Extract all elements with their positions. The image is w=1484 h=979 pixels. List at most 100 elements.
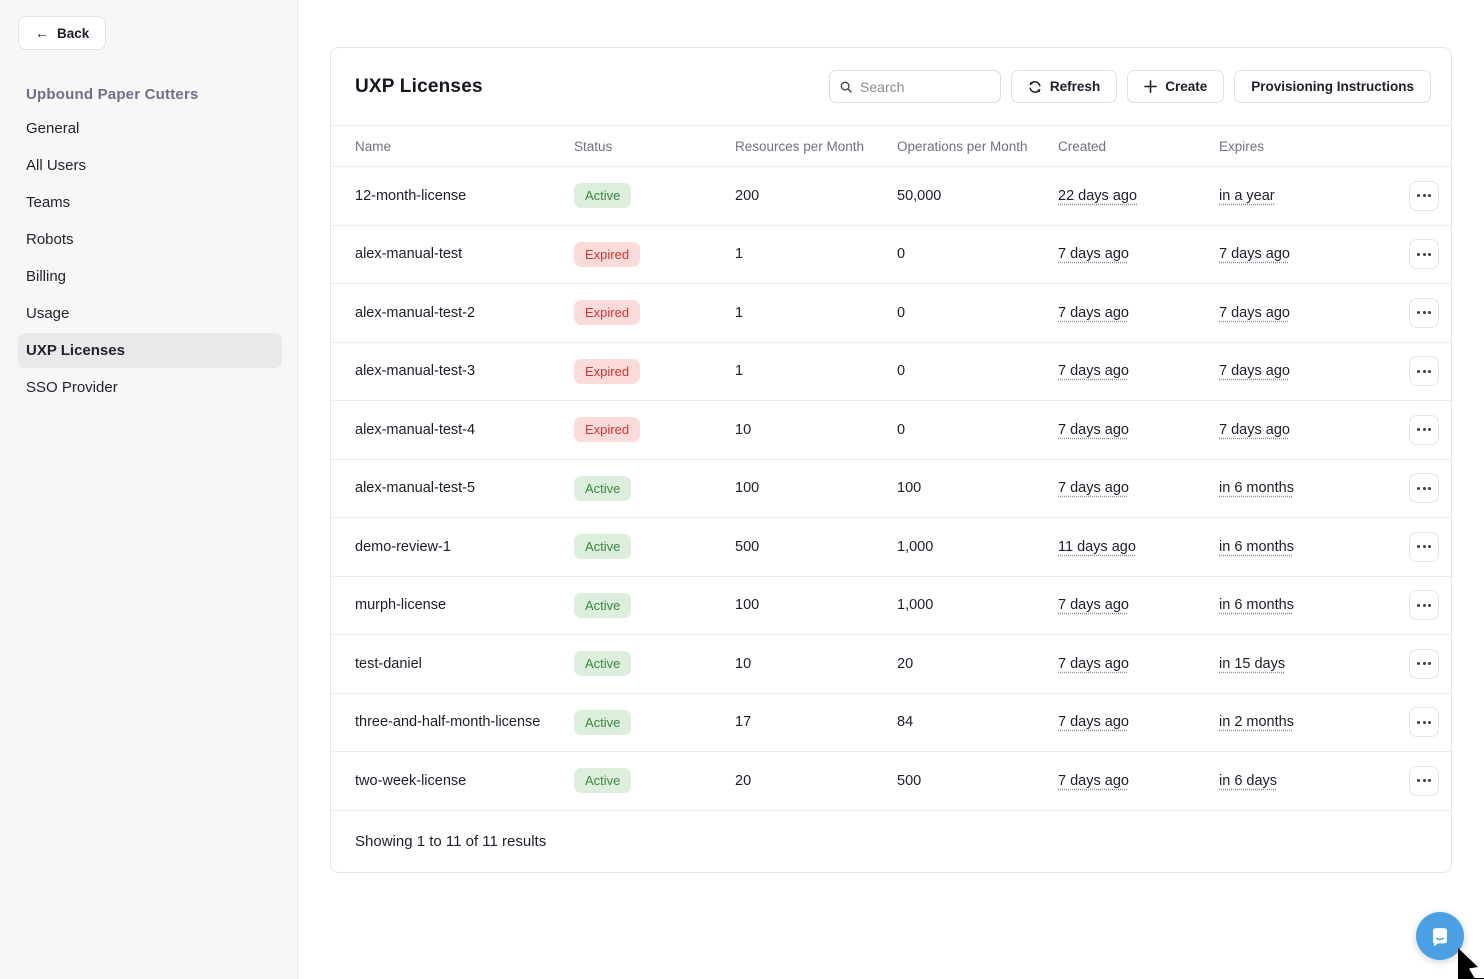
resources-per-month-value: 17 bbox=[735, 714, 752, 731]
created-value: 7 days ago bbox=[1058, 304, 1129, 321]
ellipsis-icon bbox=[1417, 545, 1420, 549]
expires-value: in 6 months bbox=[1219, 538, 1294, 555]
operations-per-month-value: 0 bbox=[897, 246, 906, 263]
refresh-button[interactable]: Refresh bbox=[1010, 70, 1118, 103]
back-button[interactable]: ← Back bbox=[18, 16, 107, 50]
resources-per-month-value: 1 bbox=[735, 363, 744, 380]
search-icon bbox=[840, 81, 852, 93]
license-name: alex-manual-test bbox=[355, 246, 463, 263]
status-badge: Active bbox=[574, 592, 632, 618]
table-row: 12-month-license Active 200 50,000 22 da… bbox=[331, 166, 1451, 225]
ellipsis-icon bbox=[1417, 311, 1420, 315]
operations-per-month-value: 500 bbox=[897, 772, 922, 789]
resources-per-month-value: 200 bbox=[735, 187, 760, 204]
table-row: demo-review-1 Active 500 1,000 11 days a… bbox=[331, 517, 1451, 576]
table-row: alex-manual-test-3 Expired 1 0 7 days ag… bbox=[331, 341, 1451, 401]
created-value: 7 days ago bbox=[1058, 421, 1129, 438]
created-value: 7 days ago bbox=[1058, 480, 1129, 497]
licenses-table: Name Status Resources per Month Operatio… bbox=[331, 125, 1451, 872]
status-badge: Active bbox=[574, 534, 632, 560]
expires-value: in 15 days bbox=[1219, 655, 1286, 672]
expires-value: 7 days ago bbox=[1219, 363, 1290, 380]
license-name: murph-license bbox=[355, 597, 447, 614]
ellipsis-icon bbox=[1417, 428, 1420, 432]
ellipsis-icon bbox=[1417, 779, 1420, 783]
row-actions-button[interactable] bbox=[1409, 590, 1439, 621]
row-actions-button[interactable] bbox=[1409, 297, 1439, 328]
table-row: alex-manual-test Expired 1 0 7 days ago … bbox=[331, 224, 1451, 284]
operations-per-month-value: 84 bbox=[897, 714, 914, 731]
license-name: three-and-half-month-license bbox=[355, 714, 541, 731]
back-button-label: Back bbox=[57, 25, 90, 41]
row-actions-button[interactable] bbox=[1409, 180, 1439, 211]
license-name: alex-manual-test-5 bbox=[355, 480, 476, 497]
sidebar-item-general[interactable]: General bbox=[26, 120, 80, 137]
row-actions-button[interactable] bbox=[1409, 356, 1439, 387]
row-actions-button[interactable] bbox=[1409, 473, 1439, 504]
chat-launcher-button[interactable] bbox=[1416, 912, 1464, 960]
sidebar: ← Back Upbound Paper Cutters General All … bbox=[0, 0, 298, 979]
created-value: 7 days ago bbox=[1058, 655, 1129, 672]
search-input[interactable] bbox=[860, 78, 990, 95]
sidebar-item-uxp-licenses[interactable]: UXP Licenses bbox=[18, 333, 282, 368]
column-header-resources: Resources per Month bbox=[735, 138, 865, 154]
expires-value: 7 days ago bbox=[1219, 421, 1290, 438]
main-content: UXP Licenses Refresh bbox=[298, 0, 1484, 979]
operations-per-month-value: 0 bbox=[897, 363, 906, 380]
create-button-label: Create bbox=[1165, 79, 1208, 94]
resources-per-month-value: 500 bbox=[735, 538, 760, 555]
sidebar-item-usage[interactable]: Usage bbox=[26, 305, 70, 322]
refresh-button-label: Refresh bbox=[1049, 79, 1101, 94]
sidebar-nav-list: General All Users Teams Robots Billing Usage U… bbox=[18, 111, 282, 405]
row-actions-button[interactable] bbox=[1409, 707, 1439, 738]
status-badge: Expired bbox=[574, 300, 641, 326]
resources-per-month-value: 10 bbox=[735, 421, 752, 438]
table-row: two-week-license Active 20 500 7 days ag… bbox=[331, 751, 1451, 810]
table-row: alex-manual-test-5 Active 100 100 7 days… bbox=[331, 458, 1451, 518]
column-header-operations: Operations per Month bbox=[897, 138, 1028, 154]
sidebar-item-all-users[interactable]: All Users bbox=[26, 157, 87, 174]
table-row: murph-license Active 100 1,000 7 days ag… bbox=[331, 575, 1451, 635]
sidebar-item-robots[interactable]: Robots bbox=[26, 231, 74, 248]
created-value: 7 days ago bbox=[1058, 772, 1129, 789]
status-badge: Active bbox=[574, 709, 632, 735]
status-badge: Expired bbox=[574, 241, 641, 267]
license-name: alex-manual-test-2 bbox=[355, 304, 476, 321]
resources-per-month-value: 1 bbox=[735, 246, 744, 263]
ellipsis-icon bbox=[1417, 603, 1420, 607]
table-row: three-and-half-month-license Active 17 8… bbox=[331, 692, 1451, 752]
resources-per-month-value: 1 bbox=[735, 304, 744, 321]
table-header-row: Name Status Resources per Month Operatio… bbox=[331, 125, 1451, 166]
status-badge: Active bbox=[574, 768, 632, 794]
provisioning-instructions-button[interactable]: Provisioning Instructions bbox=[1234, 70, 1431, 103]
row-actions-button[interactable] bbox=[1409, 414, 1439, 445]
table-footer: Showing 1 to 11 of 11 results bbox=[331, 809, 1451, 872]
status-badge: Expired bbox=[574, 358, 641, 384]
ellipsis-icon bbox=[1417, 194, 1420, 198]
license-name: 12-month-license bbox=[355, 187, 467, 204]
sidebar-item-teams[interactable]: Teams bbox=[26, 194, 71, 211]
header-actions: Refresh Create Provisioning Instructions bbox=[828, 70, 1431, 103]
status-badge: Expired bbox=[574, 417, 641, 443]
created-value: 7 days ago bbox=[1058, 363, 1129, 380]
status-badge: Active bbox=[574, 475, 632, 501]
create-button[interactable]: Create bbox=[1127, 70, 1225, 103]
row-actions-button[interactable] bbox=[1409, 765, 1439, 796]
expires-value: in 6 months bbox=[1219, 597, 1294, 614]
license-name: alex-manual-test-4 bbox=[355, 421, 476, 438]
operations-per-month-value: 50,000 bbox=[897, 187, 942, 204]
column-header-name: Name bbox=[355, 138, 392, 154]
sidebar-item-sso-provider[interactable]: SSO Provider bbox=[26, 379, 118, 396]
ellipsis-icon bbox=[1417, 720, 1420, 724]
row-actions-button[interactable] bbox=[1409, 648, 1439, 679]
expires-value: in 6 days bbox=[1219, 772, 1278, 789]
created-value: 7 days ago bbox=[1058, 597, 1129, 614]
created-value: 7 days ago bbox=[1058, 246, 1129, 263]
expires-value: in a year bbox=[1219, 187, 1275, 204]
row-actions-button[interactable] bbox=[1409, 239, 1439, 270]
org-settings-nav: Upbound Paper Cutters General All Users Te… bbox=[18, 86, 282, 405]
row-actions-button[interactable] bbox=[1409, 531, 1439, 562]
column-header-expires: Expires bbox=[1219, 138, 1265, 154]
expires-value: in 6 months bbox=[1219, 480, 1294, 497]
sidebar-item-billing[interactable]: Billing bbox=[26, 268, 67, 285]
